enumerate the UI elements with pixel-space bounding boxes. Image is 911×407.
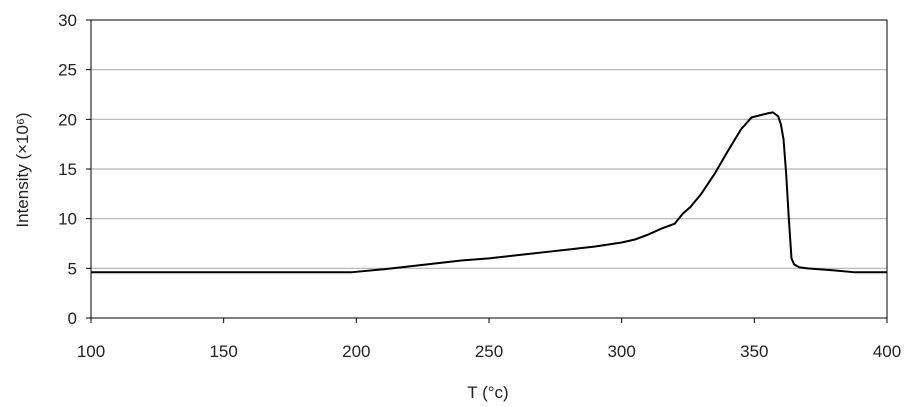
y-tick-label: 20 [58, 110, 77, 129]
y-tick-label: 30 [58, 11, 77, 30]
x-tick-label: 200 [342, 342, 370, 361]
grid-lines [91, 69, 887, 269]
y-tick-label: 25 [58, 61, 77, 80]
y-tick-label: 15 [58, 160, 77, 179]
y-tick-label: 5 [68, 259, 77, 278]
x-tick-label: 300 [607, 342, 635, 361]
x-tick-label: 250 [475, 342, 503, 361]
x-tick-label: 350 [740, 342, 768, 361]
tick-marks [86, 19, 888, 323]
x-tick-label: 150 [209, 342, 237, 361]
y-axis-title: Intensity (×10⁶) [13, 112, 32, 227]
series-line [91, 111, 887, 274]
x-tick-labels: 100 150 200 250 300 350 400 [77, 342, 901, 361]
x-tick-label: 400 [873, 342, 901, 361]
y-tick-label: 10 [58, 210, 77, 229]
x-tick-label: 100 [77, 342, 105, 361]
y-tick-labels: 0 5 10 15 20 25 30 [58, 11, 77, 328]
y-tick-label: 0 [68, 309, 77, 328]
x-axis-title: T (°c) [467, 383, 508, 402]
